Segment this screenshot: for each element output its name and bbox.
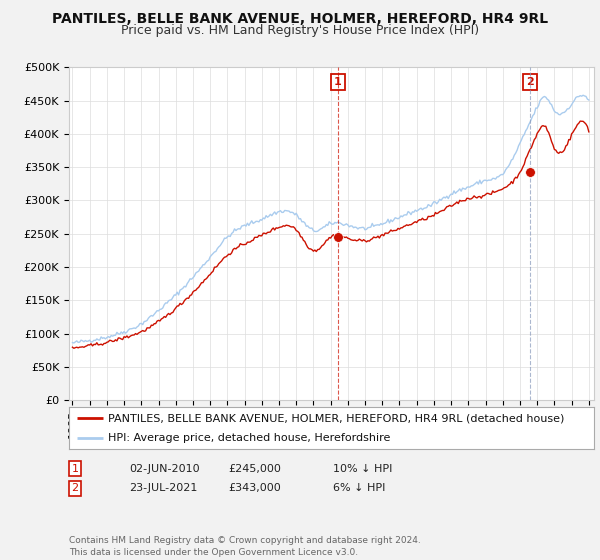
Text: 1: 1	[71, 464, 79, 474]
Text: 6% ↓ HPI: 6% ↓ HPI	[333, 483, 385, 493]
Text: 10% ↓ HPI: 10% ↓ HPI	[333, 464, 392, 474]
Text: Price paid vs. HM Land Registry's House Price Index (HPI): Price paid vs. HM Land Registry's House …	[121, 24, 479, 36]
Text: £245,000: £245,000	[228, 464, 281, 474]
Text: PANTILES, BELLE BANK AVENUE, HOLMER, HEREFORD, HR4 9RL (detached house): PANTILES, BELLE BANK AVENUE, HOLMER, HER…	[109, 413, 565, 423]
Text: PANTILES, BELLE BANK AVENUE, HOLMER, HEREFORD, HR4 9RL: PANTILES, BELLE BANK AVENUE, HOLMER, HER…	[52, 12, 548, 26]
Text: HPI: Average price, detached house, Herefordshire: HPI: Average price, detached house, Here…	[109, 433, 391, 443]
Text: 1: 1	[334, 77, 342, 87]
Text: Contains HM Land Registry data © Crown copyright and database right 2024.
This d: Contains HM Land Registry data © Crown c…	[69, 536, 421, 557]
Text: 23-JUL-2021: 23-JUL-2021	[129, 483, 197, 493]
Text: 2: 2	[71, 483, 79, 493]
Text: £343,000: £343,000	[228, 483, 281, 493]
Text: 2: 2	[526, 77, 533, 87]
Text: 02-JUN-2010: 02-JUN-2010	[129, 464, 200, 474]
